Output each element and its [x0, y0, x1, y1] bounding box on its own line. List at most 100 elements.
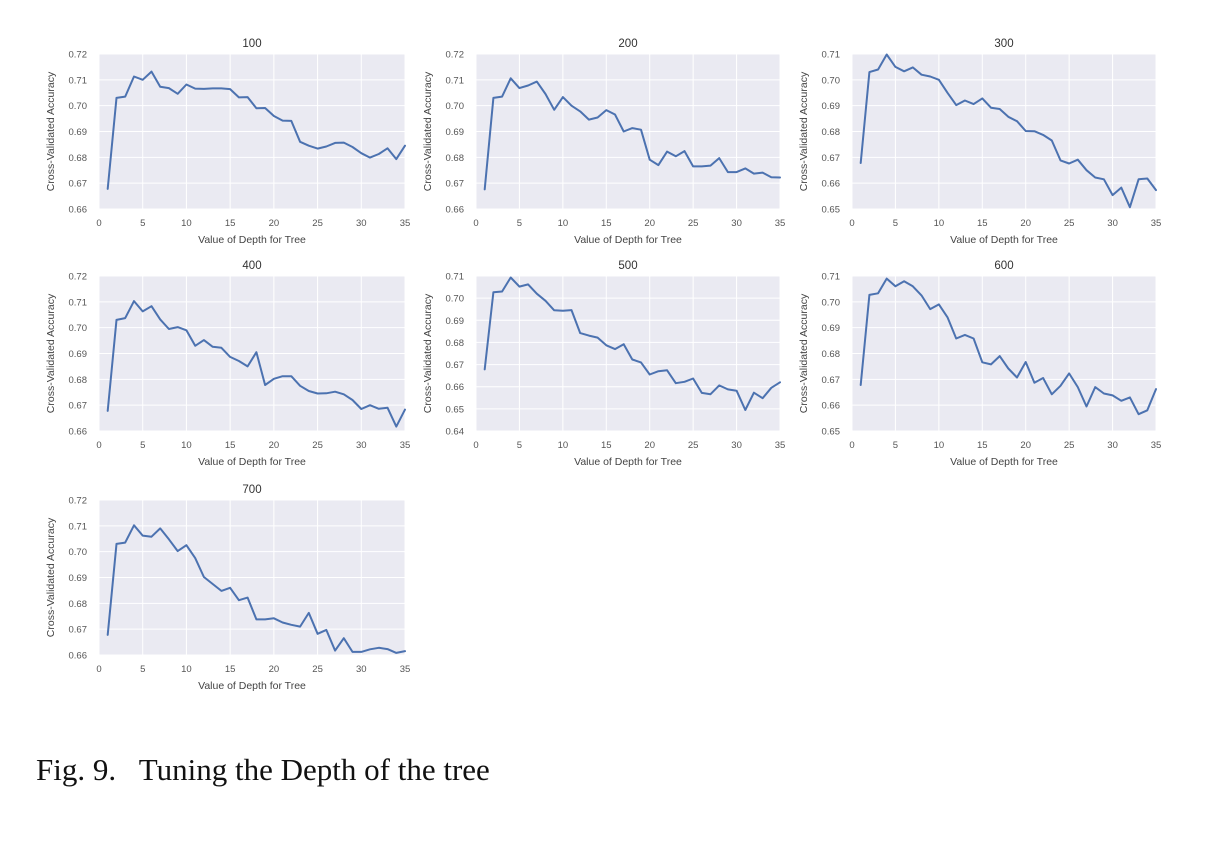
x-tick-label: 5: [140, 440, 145, 451]
y-tick-label: 0.71: [69, 521, 88, 532]
y-tick-label: 0.68: [446, 153, 465, 164]
y-tick-label: 0.67: [69, 179, 88, 190]
x-tick-label: 0: [849, 218, 854, 229]
x-tick-label: 0: [96, 440, 101, 451]
subplot-title: 100: [242, 38, 261, 50]
y-tick-label: 0.67: [822, 153, 841, 164]
x-tick-label: 15: [977, 440, 988, 451]
x-tick-label: 10: [558, 218, 569, 229]
y-tick-label: 0.66: [446, 382, 465, 393]
x-tick-label: 5: [517, 218, 522, 229]
y-tick-label: 0.72: [446, 50, 465, 61]
subplot-title: 600: [994, 260, 1013, 272]
x-tick-label: 0: [473, 440, 478, 451]
x-tick-label: 25: [688, 218, 699, 229]
x-tick-label: 5: [140, 664, 145, 675]
x-tick-label: 25: [312, 664, 323, 675]
y-tick-label: 0.70: [822, 75, 841, 86]
y-tick-label: 0.66: [446, 205, 465, 216]
x-tick-label: 30: [356, 218, 367, 229]
y-tick-label: 0.70: [446, 101, 465, 112]
x-tick-label: 25: [312, 218, 323, 229]
x-tick-label: 15: [601, 218, 612, 229]
y-tick-label: 0.68: [822, 349, 841, 360]
y-tick-label: 0.69: [69, 573, 88, 584]
y-axis-label: Cross-Validated Accuracy: [422, 71, 434, 191]
x-tick-label: 20: [269, 218, 280, 229]
y-axis-label: Cross-Validated Accuracy: [798, 293, 810, 413]
x-tick-label: 15: [225, 664, 236, 675]
y-tick-label: 0.71: [69, 75, 88, 86]
x-tick-label: 30: [1107, 218, 1118, 229]
y-tick-label: 0.68: [69, 153, 88, 164]
x-tick-label: 30: [731, 440, 742, 451]
x-tick-label: 0: [849, 440, 854, 451]
y-axis-label: Cross-Validated Accuracy: [45, 517, 57, 637]
y-tick-label: 0.65: [822, 427, 841, 438]
y-axis-label: Cross-Validated Accuracy: [422, 293, 434, 413]
subplot-300: 0 5 10 15 20 25 30 35 0.65 0.66 0.67 0.68 0.69 0.70 0.…: [798, 38, 1161, 246]
x-tick-label: 20: [269, 664, 280, 675]
y-tick-label: 0.70: [69, 101, 88, 112]
x-axis-label: Value of Depth for Tree: [574, 456, 682, 468]
subplot-400: 0 5 10 15 20 25 30 35 0.66 0.67 0.68 0.69 0.70 0.71 0.…: [45, 260, 410, 468]
y-tick-label: 0.67: [69, 625, 88, 636]
x-axis-label: Value of Depth for Tree: [198, 456, 306, 468]
y-tick-label: 0.69: [446, 127, 465, 138]
x-tick-label: 25: [312, 440, 323, 451]
x-tick-label: 10: [558, 440, 569, 451]
y-tick-label: 0.64: [446, 427, 465, 438]
x-tick-label: 35: [1151, 440, 1162, 451]
subplot-title: 400: [242, 260, 261, 272]
x-tick-label: 25: [1064, 440, 1075, 451]
x-tick-label: 20: [1020, 218, 1031, 229]
y-tick-label: 0.68: [446, 338, 465, 349]
x-tick-label: 15: [225, 218, 236, 229]
y-tick-label: 0.69: [69, 127, 88, 138]
y-tick-label: 0.69: [822, 323, 841, 334]
y-tick-label: 0.72: [69, 496, 88, 507]
x-tick-label: 15: [601, 440, 612, 451]
y-tick-label: 0.65: [822, 205, 841, 216]
y-tick-label: 0.67: [446, 360, 465, 371]
y-tick-label: 0.68: [69, 599, 88, 610]
y-tick-label: 0.70: [69, 547, 88, 558]
x-tick-label: 10: [934, 440, 945, 451]
x-tick-label: 25: [1064, 218, 1075, 229]
subplot-100: 0 5 10 15 20 25 30 35 0.66 0.67 0.68 0.69 0.70 0.71 0.…: [45, 38, 410, 246]
x-tick-label: 10: [181, 664, 192, 675]
y-tick-label: 0.69: [446, 316, 465, 327]
y-tick-label: 0.70: [822, 297, 841, 308]
y-tick-label: 0.67: [822, 375, 841, 386]
y-tick-label: 0.66: [69, 651, 88, 662]
y-tick-label: 0.71: [446, 75, 465, 86]
x-tick-label: 35: [1151, 218, 1162, 229]
x-tick-label: 35: [400, 664, 411, 675]
y-tick-label: 0.65: [446, 404, 465, 415]
subplot-title: 200: [618, 38, 637, 50]
x-tick-label: 35: [400, 218, 411, 229]
x-axis-label: Value of Depth for Tree: [950, 234, 1058, 246]
x-tick-label: 30: [731, 218, 742, 229]
x-tick-label: 10: [934, 218, 945, 229]
x-tick-label: 20: [269, 440, 280, 451]
y-tick-label: 0.66: [822, 401, 841, 412]
subplot-title: 500: [618, 260, 637, 272]
x-tick-label: 20: [644, 218, 655, 229]
y-axis-label: Cross-Validated Accuracy: [45, 71, 57, 191]
y-axis-label: Cross-Validated Accuracy: [798, 71, 810, 191]
series-line: [483, 276, 781, 411]
x-tick-label: 5: [517, 440, 522, 451]
y-axis-label: Cross-Validated Accuracy: [45, 293, 57, 413]
x-tick-label: 5: [893, 218, 898, 229]
subplot-title: 300: [994, 38, 1013, 50]
x-tick-label: 35: [775, 218, 786, 229]
x-tick-label: 30: [1107, 440, 1118, 451]
series-line: [106, 70, 406, 190]
x-tick-label: 20: [644, 440, 655, 451]
y-tick-label: 0.72: [69, 272, 88, 283]
y-tick-label: 0.71: [69, 297, 88, 308]
subplot-200: 0 5 10 15 20 25 30 35 0.66 0.67 0.68 0.69 0.70 0.71 0.…: [422, 38, 785, 246]
